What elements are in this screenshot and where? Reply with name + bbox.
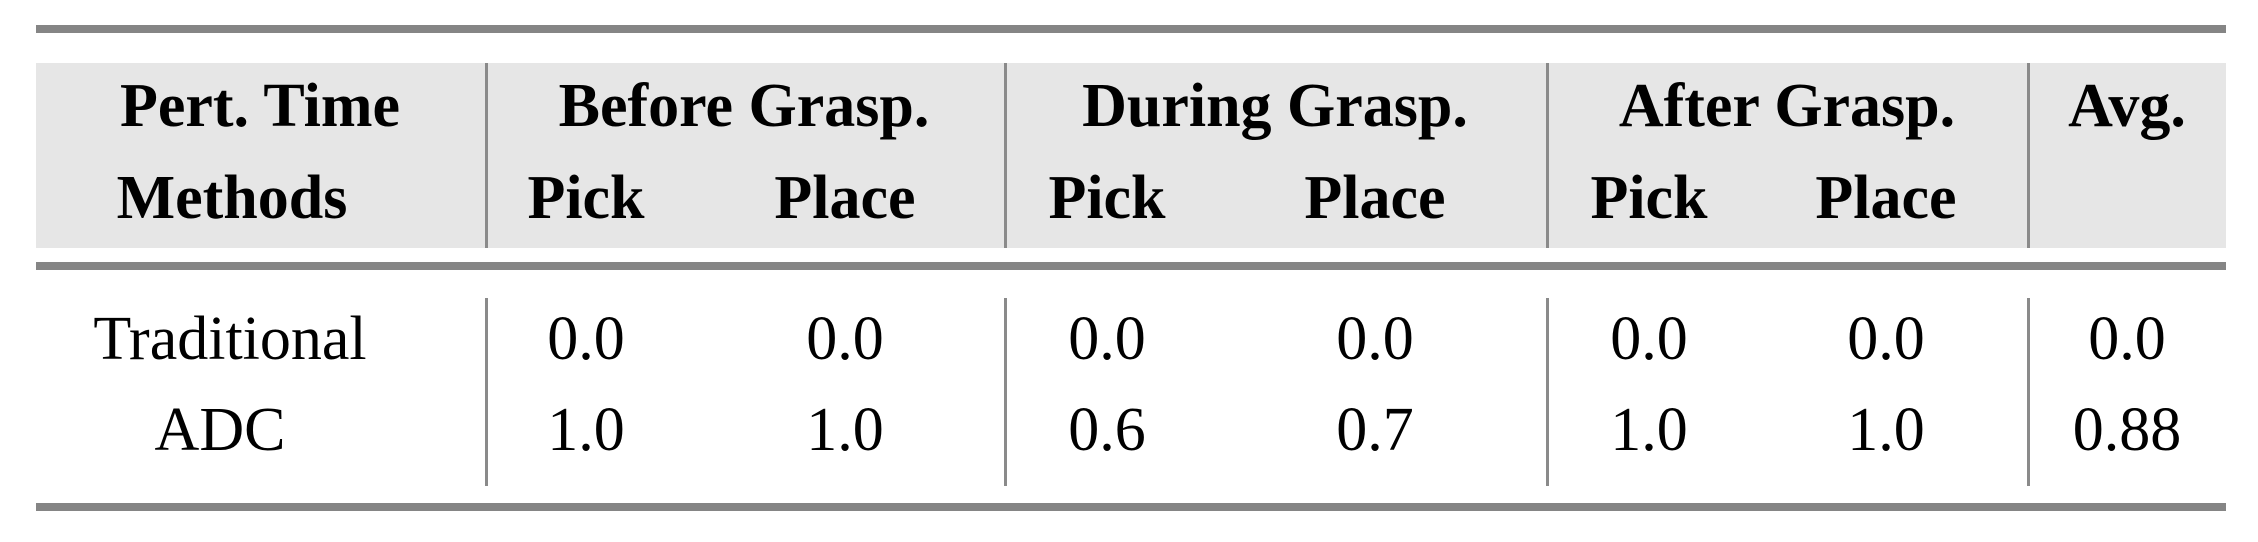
column-divider — [1546, 63, 1549, 248]
value-cell: 0.0 — [2088, 305, 2166, 373]
method-name: ADC — [154, 396, 286, 464]
value-cell: 0.88 — [2072, 396, 2182, 464]
header-during-pick: Pick — [1048, 164, 1166, 232]
bottom-rule — [36, 503, 2226, 511]
value-cell: 1.0 — [1847, 396, 1925, 464]
header-before-place: Place — [774, 164, 916, 232]
header-background — [36, 63, 2226, 248]
mid-rule — [36, 262, 2226, 270]
column-divider — [485, 298, 488, 486]
value-cell: 0.0 — [547, 305, 625, 373]
header-before-pick: Pick — [527, 164, 645, 232]
value-cell: 0.0 — [1336, 305, 1414, 373]
header-avg: Avg. — [2068, 72, 2186, 140]
header-during-grasp: During Grasp. — [1082, 72, 1468, 140]
value-cell: 1.0 — [806, 396, 884, 464]
method-name: Traditional — [93, 305, 367, 373]
value-cell: 0.0 — [806, 305, 884, 373]
header-before-grasp: Before Grasp. — [558, 72, 930, 140]
value-cell: 0.0 — [1068, 305, 1146, 373]
header-methods: Methods — [116, 164, 348, 232]
value-cell: 1.0 — [1610, 396, 1688, 464]
value-cell: 1.0 — [547, 396, 625, 464]
header-after-place: Place — [1815, 164, 1957, 232]
column-divider — [1004, 63, 1007, 248]
header-after-pick: Pick — [1590, 164, 1708, 232]
value-cell: 0.6 — [1068, 396, 1146, 464]
column-divider — [1546, 298, 1549, 486]
header-after-grasp: After Grasp. — [1618, 72, 1956, 140]
value-cell: 0.7 — [1336, 396, 1414, 464]
column-divider — [485, 63, 488, 248]
column-divider — [2027, 298, 2030, 486]
header-pert-time: Pert. Time — [119, 72, 401, 140]
column-divider — [2027, 63, 2030, 248]
top-rule — [36, 25, 2226, 33]
header-during-place: Place — [1304, 164, 1446, 232]
value-cell: 0.0 — [1610, 305, 1688, 373]
value-cell: 0.0 — [1847, 305, 1925, 373]
column-divider — [1004, 298, 1007, 486]
